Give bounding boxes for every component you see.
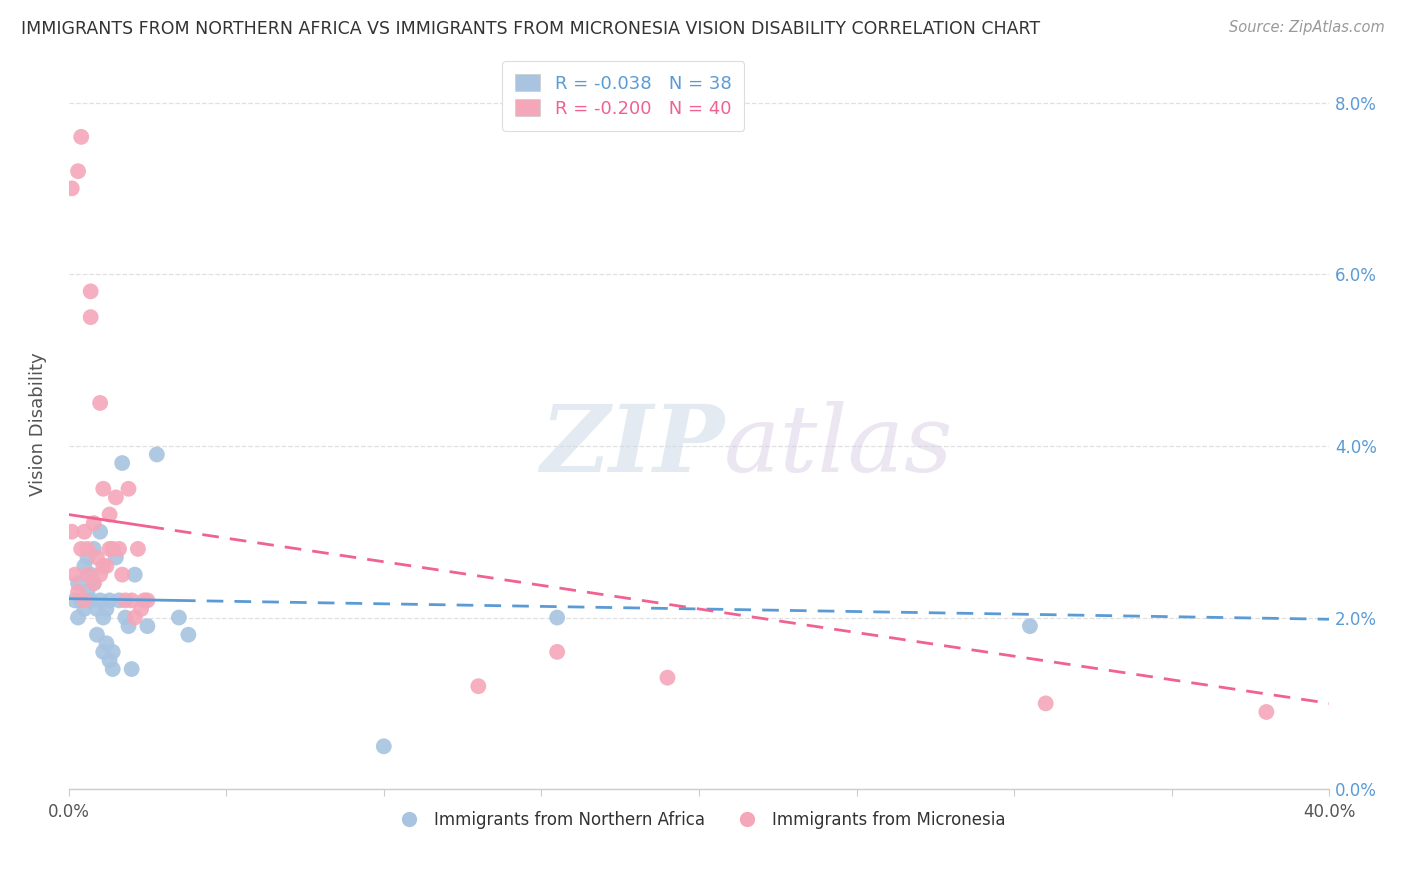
Point <box>108 541 131 556</box>
Point <box>91 482 114 496</box>
Point <box>167 610 190 624</box>
Point <box>91 645 114 659</box>
Text: Source: ZipAtlas.com: Source: ZipAtlas.com <box>1229 20 1385 35</box>
Point <box>101 662 124 676</box>
Point <box>89 524 111 539</box>
Y-axis label: Vision Disability: Vision Disability <box>30 352 46 496</box>
Point <box>101 541 124 556</box>
Point <box>89 396 111 410</box>
Point <box>91 610 114 624</box>
Point <box>177 628 200 642</box>
Point <box>63 567 86 582</box>
Point <box>60 524 83 539</box>
Point <box>83 576 105 591</box>
Point <box>83 516 105 530</box>
Point <box>121 662 143 676</box>
Text: ZIP: ZIP <box>540 401 724 491</box>
Point <box>98 653 121 667</box>
Point <box>76 541 98 556</box>
Point <box>127 541 149 556</box>
Point <box>76 567 98 582</box>
Point <box>86 602 108 616</box>
Point <box>70 593 93 607</box>
Point <box>79 285 101 299</box>
Point <box>96 636 118 650</box>
Point <box>546 610 568 624</box>
Point <box>546 645 568 659</box>
Point <box>73 593 96 607</box>
Point <box>111 456 134 470</box>
Point <box>83 576 105 591</box>
Point <box>98 593 121 607</box>
Legend: Immigrants from Northern Africa, Immigrants from Micronesia: Immigrants from Northern Africa, Immigra… <box>385 805 1012 836</box>
Point <box>67 576 90 591</box>
Point <box>79 567 101 582</box>
Point <box>73 602 96 616</box>
Point <box>63 593 86 607</box>
Point <box>91 559 114 574</box>
Point <box>73 524 96 539</box>
Point <box>96 559 118 574</box>
Point <box>657 671 679 685</box>
Point <box>114 593 136 607</box>
Point <box>83 541 105 556</box>
Point <box>76 550 98 565</box>
Point <box>104 550 127 565</box>
Point <box>121 593 143 607</box>
Point <box>67 610 90 624</box>
Point <box>1019 619 1042 633</box>
Point <box>136 619 159 633</box>
Point <box>104 491 127 505</box>
Point <box>101 645 124 659</box>
Point <box>134 593 156 607</box>
Point <box>146 447 169 461</box>
Point <box>373 739 395 754</box>
Point <box>96 602 118 616</box>
Point <box>79 310 101 325</box>
Point <box>114 610 136 624</box>
Point <box>86 550 108 565</box>
Point <box>73 559 96 574</box>
Point <box>108 593 131 607</box>
Point <box>70 129 93 144</box>
Point <box>136 593 159 607</box>
Point <box>67 584 90 599</box>
Point <box>124 610 146 624</box>
Point <box>124 567 146 582</box>
Point <box>86 628 108 642</box>
Point <box>70 541 93 556</box>
Point <box>89 567 111 582</box>
Point <box>117 482 139 496</box>
Point <box>117 619 139 633</box>
Point <box>67 164 90 178</box>
Point <box>98 508 121 522</box>
Point <box>467 679 489 693</box>
Point <box>98 541 121 556</box>
Point <box>1256 705 1278 719</box>
Point <box>76 584 98 599</box>
Point <box>79 593 101 607</box>
Text: IMMIGRANTS FROM NORTHERN AFRICA VS IMMIGRANTS FROM MICRONESIA VISION DISABILITY : IMMIGRANTS FROM NORTHERN AFRICA VS IMMIG… <box>21 20 1040 37</box>
Point <box>89 593 111 607</box>
Text: atlas: atlas <box>724 401 953 491</box>
Point <box>60 181 83 195</box>
Point <box>129 602 152 616</box>
Point <box>1035 697 1057 711</box>
Point <box>111 567 134 582</box>
